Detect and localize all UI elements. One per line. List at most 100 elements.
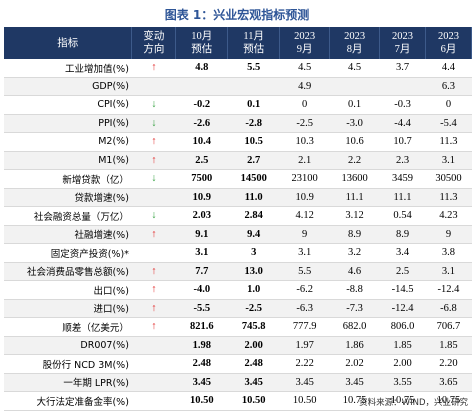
- value-cell: 0.54: [379, 206, 426, 226]
- indicator-label: 股份行 NCD 3M(%): [4, 354, 132, 374]
- value-cell: 9.4: [227, 225, 280, 244]
- column-header: 11月 预估: [227, 27, 281, 59]
- direction-cell: ↓: [131, 114, 176, 133]
- table-row: PPI(%) ↓ -2.6 -2.8 -2.5 -3.0 -4.4 -5.4: [4, 114, 472, 133]
- value-cell: 11.0: [227, 188, 280, 207]
- value-cell: 3.1: [175, 243, 228, 263]
- value-cell: 3.65: [425, 373, 472, 392]
- direction-cell: [131, 373, 176, 392]
- value-cell: -0.3: [379, 95, 426, 115]
- direction-cell: ↑: [131, 299, 176, 318]
- direction-arrow: ↓: [151, 210, 157, 222]
- value-cell: 806.0: [379, 317, 426, 337]
- indicator-label: GDP(%): [4, 77, 132, 96]
- table-row: 新增贷款（亿） ↓ 7500 14500 23100 13600 3459 30500: [4, 169, 472, 189]
- column-header: 2023 8月: [329, 27, 381, 59]
- header-line: 2023: [392, 31, 414, 42]
- value-cell: 0: [425, 95, 472, 115]
- value-cell: 6.3: [425, 77, 472, 96]
- direction-arrow: ↑: [151, 62, 157, 74]
- direction-cell: ↑: [131, 317, 176, 337]
- indicator-label: 固定资产投资(%)*: [4, 243, 132, 263]
- value-cell: 2.2: [329, 151, 380, 170]
- value-cell: 8.9: [379, 225, 426, 244]
- column-header: 指标: [4, 27, 133, 59]
- value-cell: 1.98: [175, 336, 228, 355]
- value-cell: -5.4: [425, 114, 472, 133]
- table-row: GDP(%) 4.9 6.3: [4, 77, 472, 96]
- indicator-label: PPI(%): [4, 114, 132, 133]
- value-cell: 10.75: [329, 391, 380, 411]
- value-cell: 10.9: [279, 188, 330, 207]
- value-cell: 2.5: [175, 151, 228, 170]
- value-cell: 3.8: [425, 243, 472, 263]
- indicator-label: DR007(%): [4, 336, 132, 355]
- value-cell: [329, 77, 380, 96]
- value-cell: -4.4: [379, 114, 426, 133]
- table-row: M1(%) ↑ 2.5 2.7 2.1 2.2 2.3 3.1: [4, 151, 472, 170]
- value-cell: 1.86: [329, 336, 380, 355]
- value-cell: -2.6: [175, 114, 228, 133]
- value-cell: 4.6: [329, 262, 380, 281]
- header-line: 预估: [243, 44, 265, 55]
- value-cell: 4.5: [329, 59, 380, 78]
- table-row: 工业增加值(%) ↑ 4.8 5.5 4.5 4.5 3.7 4.4: [4, 59, 472, 78]
- indicator-label: CPI(%): [4, 95, 132, 115]
- table-body: 工业增加值(%) ↑ 4.8 5.5 4.5 4.5 3.7 4.4 GDP(%) 4.9 6.3 C…: [4, 59, 472, 411]
- value-cell: 1.0: [227, 280, 280, 300]
- indicator-label: 大行法定准备金率(%): [4, 391, 132, 411]
- header-line: 2023: [294, 31, 316, 42]
- value-cell: 10.5: [227, 132, 280, 152]
- header-line: 8月: [346, 44, 363, 55]
- header-line: 6月: [440, 44, 457, 55]
- table-row: 一年期 LPR(%) 3.45 3.45 3.45 3.45 3.55 3.65: [4, 373, 472, 392]
- value-cell: 745.8: [227, 317, 280, 337]
- value-cell: 4.4: [425, 59, 472, 78]
- value-cell: 682.0: [329, 317, 380, 337]
- direction-arrow: ↓: [151, 99, 157, 111]
- value-cell: -6.2: [279, 280, 330, 300]
- table-row: 社融增速(%) ↑ 9.1 9.4 9 8.9 8.9 9: [4, 225, 472, 244]
- value-cell: 13600: [329, 169, 380, 189]
- direction-cell: [131, 77, 176, 96]
- value-cell: 2.3: [379, 151, 426, 170]
- indicator-label: M2(%): [4, 132, 132, 152]
- value-cell: -14.5: [379, 280, 426, 300]
- value-cell: 3.1: [279, 243, 330, 263]
- value-cell: 11.1: [379, 188, 426, 207]
- value-cell: 3.45: [227, 373, 280, 392]
- value-cell: 0.1: [227, 95, 280, 115]
- value-cell: 2.1: [279, 151, 330, 170]
- direction-arrow: ↓: [151, 117, 157, 129]
- value-cell: 5.5: [279, 262, 330, 281]
- value-cell: 13.0: [227, 262, 280, 281]
- header-line: 指标: [57, 37, 79, 49]
- direction-cell: [131, 391, 176, 411]
- value-cell: 2.00: [227, 336, 280, 355]
- value-cell: 2.84: [227, 206, 280, 226]
- table-row: 顺差（亿美元） ↑ 821.6 745.8 777.9 682.0 806.0 706.7: [4, 317, 472, 337]
- value-cell: 1.85: [379, 336, 426, 355]
- value-cell: 7500: [175, 169, 228, 189]
- table-row: CPI(%) ↓ -0.2 0.1 0 0.1 -0.3 0: [4, 95, 472, 115]
- value-cell: 3.2: [329, 243, 380, 263]
- value-cell: 10.50: [175, 391, 228, 411]
- value-cell: 4.8: [175, 59, 228, 78]
- direction-cell: ↓: [131, 169, 176, 189]
- value-cell: 2.20: [425, 354, 472, 374]
- value-cell: 3.55: [379, 373, 426, 392]
- header-line: 10月: [191, 31, 213, 42]
- column-header: 10月 预估: [175, 27, 229, 59]
- title: 图表 1：兴业宏观指标预测: [164, 8, 310, 22]
- value-cell: 3.1: [425, 151, 472, 170]
- value-cell: 5.5: [227, 59, 280, 78]
- value-cell: 10.7: [379, 132, 426, 152]
- value-cell: 3.7: [379, 59, 426, 78]
- value-cell: -7.3: [329, 299, 380, 318]
- value-cell: [379, 77, 426, 96]
- header-line: 7月: [394, 44, 411, 55]
- value-cell: -3.0: [329, 114, 380, 133]
- value-cell: 4.9: [279, 77, 330, 96]
- header-line: 2023: [437, 31, 459, 42]
